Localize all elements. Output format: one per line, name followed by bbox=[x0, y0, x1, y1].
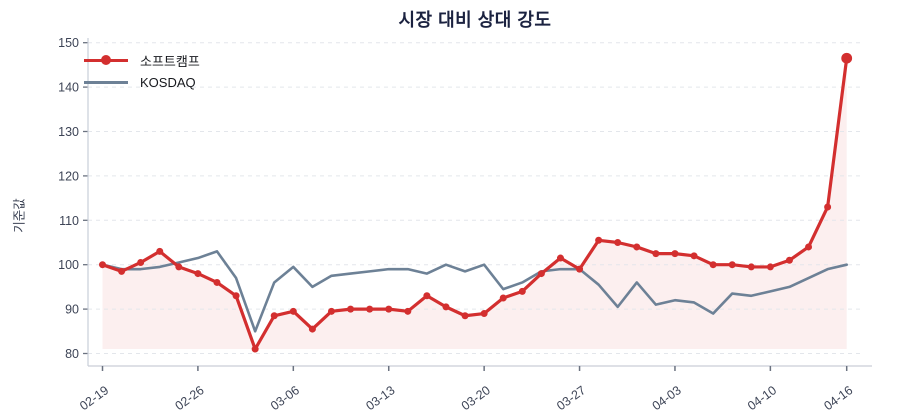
x-tick-label: 02-26 bbox=[173, 383, 207, 413]
x-tick-label: 03-20 bbox=[459, 383, 493, 413]
point-softcamp bbox=[289, 307, 297, 315]
point-softcamp bbox=[156, 247, 164, 255]
point-softcamp bbox=[308, 325, 316, 333]
area-fill-softcamp bbox=[102, 58, 847, 350]
point-softcamp bbox=[175, 263, 183, 271]
point-softcamp bbox=[366, 305, 374, 313]
point-softcamp bbox=[614, 239, 622, 246]
point-softcamp bbox=[347, 305, 355, 313]
legend-line-kosdaq bbox=[84, 80, 128, 84]
point-softcamp bbox=[385, 305, 393, 313]
point-softcamp bbox=[728, 261, 736, 269]
point-softcamp bbox=[194, 270, 202, 278]
point-softcamp bbox=[652, 250, 660, 258]
y-axis-title: 기준값 bbox=[12, 198, 27, 233]
legend-label-softcamp: 소프트캠프 bbox=[140, 53, 200, 69]
point-softcamp bbox=[404, 307, 412, 315]
legend-line-softcamp bbox=[84, 54, 128, 65]
point-softcamp bbox=[709, 261, 717, 269]
point-softcamp bbox=[461, 312, 469, 320]
x-tick-label: 04-16 bbox=[821, 383, 855, 413]
x-tick-label: 04-03 bbox=[650, 383, 684, 413]
line-softcamp bbox=[100, 56, 849, 351]
point-softcamp bbox=[213, 278, 221, 286]
point-softcamp bbox=[251, 345, 259, 353]
point-softcamp bbox=[270, 312, 278, 320]
point-softcamp bbox=[785, 256, 793, 264]
y-tick-label: 140 bbox=[58, 81, 79, 95]
y-tick-label: 150 bbox=[58, 36, 79, 50]
legend: 소프트캠프 KOSDAQ bbox=[84, 49, 200, 93]
point-softcamp bbox=[556, 254, 564, 262]
point-softcamp bbox=[747, 263, 755, 271]
line-kosdaq bbox=[101, 250, 849, 333]
point-softcamp bbox=[576, 265, 584, 273]
point-softcamp bbox=[671, 250, 679, 258]
point-softcamp bbox=[137, 258, 145, 266]
point-softcamp bbox=[805, 243, 813, 251]
point-softcamp bbox=[480, 310, 488, 318]
x-tick-label: 03-27 bbox=[554, 383, 588, 413]
x-tick-label: 02-19 bbox=[77, 383, 111, 413]
point-softcamp bbox=[99, 261, 106, 269]
x-tick-label: 03-13 bbox=[363, 383, 397, 413]
x-tick-label: 03-06 bbox=[268, 383, 302, 413]
point-softcamp bbox=[232, 292, 240, 300]
y-tick-label: 130 bbox=[58, 125, 79, 139]
point-softcamp bbox=[327, 307, 335, 315]
point-softcamp bbox=[518, 287, 526, 295]
y-tick-label: 80 bbox=[65, 347, 79, 361]
y-tick-label: 100 bbox=[58, 258, 79, 272]
point-softcamp bbox=[537, 270, 545, 278]
point-softcamp bbox=[118, 267, 126, 275]
point-softcamp bbox=[595, 236, 603, 244]
point-softcamp bbox=[824, 203, 832, 211]
point-softcamp bbox=[442, 303, 450, 311]
x-tick-label: 04-10 bbox=[745, 383, 779, 413]
legend-label-kosdaq: KOSDAQ bbox=[140, 74, 196, 90]
point-softcamp bbox=[690, 252, 698, 260]
point-softcamp bbox=[841, 52, 853, 64]
legend-item-softcamp: 소프트캠프 bbox=[84, 49, 200, 71]
legend-marker-dot bbox=[101, 54, 111, 65]
chart-title: 시장 대비 상대 강도 bbox=[398, 10, 552, 30]
y-tick-label: 110 bbox=[59, 214, 79, 228]
y-tick-label: 90 bbox=[65, 303, 79, 317]
y-tick-label: 120 bbox=[58, 169, 79, 183]
point-softcamp bbox=[766, 263, 774, 271]
point-softcamp bbox=[499, 294, 507, 302]
legend-item-kosdaq: KOSDAQ bbox=[84, 71, 200, 93]
point-softcamp bbox=[423, 292, 431, 300]
point-softcamp bbox=[633, 243, 641, 251]
